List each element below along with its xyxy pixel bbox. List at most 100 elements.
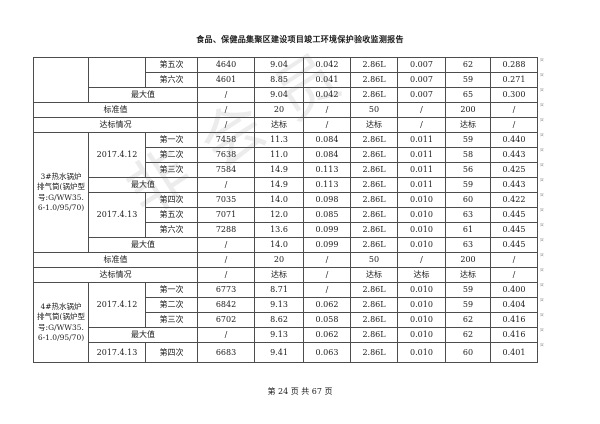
table-cell: 200 [445,102,491,118]
table-cell: 12.0 [254,207,304,223]
table-cell: 0.401 [490,342,538,363]
table-cell: 2.86L [350,282,398,298]
table-cell: 59 [445,177,491,193]
table-cell: 50 [350,252,398,268]
table-row: 最大值/9.04 0.042 2.86L 0.007 65 0.300 ¤ [34,87,548,103]
table-cell: / [490,267,538,283]
table-cell: 59 [445,282,491,298]
table-cell: 0.041 [303,72,351,88]
table-cell: 0.084 [303,132,351,148]
table-cell: 0.443 [490,177,538,193]
table-cell: 0.010 [397,222,446,238]
row-end-mark: ¤ [540,312,544,319]
table-cell: 0.440 [490,132,538,148]
table-cell: 0.422 [490,192,538,208]
row-end-mark: ¤ [540,297,544,304]
table-cell: 2.86L [350,57,398,73]
table-cell: 2.86L [350,147,398,163]
table-cell: / [303,282,351,298]
table-cell: 最大值 [88,177,198,193]
table-cell: 达标 [350,117,398,133]
table-cell: 0.007 [397,57,446,73]
table-cell: 2.86L [350,72,398,88]
table-cell: / [197,177,255,193]
table-cell: 8.71 [254,282,304,298]
table-cell: 61 [445,222,491,238]
table-cell: 7458 [197,132,255,148]
table-cell: 62 [445,312,491,328]
table-cell: 14.0 [254,192,304,208]
table-cell [88,57,146,88]
row-end-mark: ¤ [540,207,544,214]
table-cell: 2017.4.12 [88,282,146,328]
table-cell: 0.063 [303,342,351,363]
table-cell: 达标 [254,117,304,133]
table-cell: 0.098 [303,192,351,208]
table-cell: 2.86L [350,177,398,193]
table-cell: 7288 [197,222,255,238]
table-cell: / [303,117,351,133]
table-cell: 0.010 [397,342,446,363]
table-cell: / [397,102,446,118]
table-cell: 0.443 [490,147,538,163]
table-cell: 2.86L [350,312,398,328]
row-end-mark: ¤ [540,177,544,184]
table-cell: 7035 [197,192,255,208]
table-cell: 0.042 [303,87,351,103]
row-end-mark: ¤ [540,237,544,244]
table-cell: 0.058 [303,312,351,328]
table-cell: 2017.4.13 [88,342,146,363]
table-cell: 最大值 [88,237,198,253]
table-cell: 第五次 [145,57,198,73]
table-cell: 0.010 [397,312,446,328]
table-cell: 2.86L [350,162,398,178]
page-title: 食品、保健品集聚区建设项目竣工环境保护验收监测报告 [196,34,404,44]
table-cell: 0.425 [490,162,538,178]
table-cell: 0.007 [397,72,446,88]
table-cell: 标准值 [33,252,198,268]
table-cell: 9.13 [254,327,304,343]
table-cell: 7638 [197,147,255,163]
table-cell: 59 [445,297,491,313]
table-cell: 0.010 [397,207,446,223]
table-cell: 0.300 [490,87,538,103]
table-cell: 最大值 [88,87,198,103]
table-cell: 第一次 [145,282,198,298]
table-cell: 第二次 [145,147,198,163]
table-cell: 2.86L [350,297,398,313]
table-row: 2017.4.13 第四次 6683 9.41 0.063 2.86L 0.010 60 0.4… [34,342,548,363]
table-cell: 最大值 [88,327,198,343]
table-cell: 0.084 [303,147,351,163]
table-cell: / [303,267,351,283]
table-cell: 56 [445,162,491,178]
table-cell: 0.011 [397,147,446,163]
table-row: 第三次 6702 8.62 0.058 2.86L 0.010 62 0.416 ¤ [34,312,548,328]
table-cell: 63 [445,207,491,223]
table-cell: 第三次 [145,312,198,328]
table-row: 标准值/20/50/200/¤ [33,252,548,268]
table-cell: 第四次 [145,192,198,208]
table-cell: 达标 [397,267,446,283]
table-cell: 0.445 [490,207,538,223]
table-row: 3#热水锅炉排气筒(锅炉型号:G/WW35.6-1.0/95/70) 2017.4… [33,132,548,253]
table-cell: / [197,87,255,103]
table-cell: 20 [254,252,304,268]
table-cell: 6773 [197,282,255,298]
table-cell: 0.010 [397,192,446,208]
table-cell: 第六次 [145,222,198,238]
table-cell: 0.416 [490,327,538,343]
table-cell: 9.13 [254,297,304,313]
table-cell: 0.271 [490,72,538,88]
row-end-mark: ¤ [540,282,544,289]
table-cell: 50 [350,102,398,118]
table-cell: / [490,252,538,268]
table-cell: 7071 [197,207,255,223]
table-cell: 11.0 [254,147,304,163]
table-cell: / [197,102,255,118]
table-cell: 200 [445,252,491,268]
table-cell: 59 [445,72,491,88]
table-cell: 第三次 [145,162,198,178]
table-row: 第六次 7288 13.6 0.099 2.86L 0.010 61 0.445 ¤ [34,222,548,238]
table-cell: 0.400 [490,282,538,298]
table-cell: / [197,252,255,268]
